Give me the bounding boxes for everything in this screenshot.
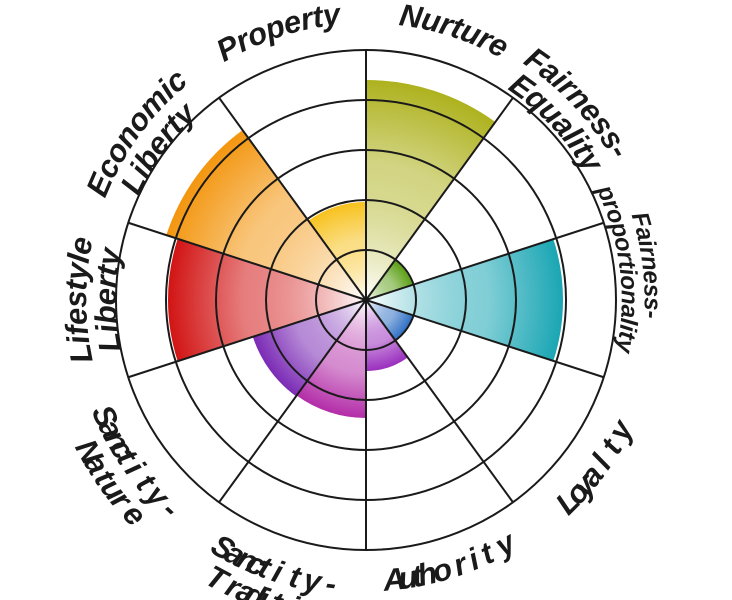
svg-text:o: o [615,274,643,290]
svg-text:n: n [616,290,643,305]
svg-text:e: e [88,288,123,306]
svg-text:b: b [88,304,124,325]
